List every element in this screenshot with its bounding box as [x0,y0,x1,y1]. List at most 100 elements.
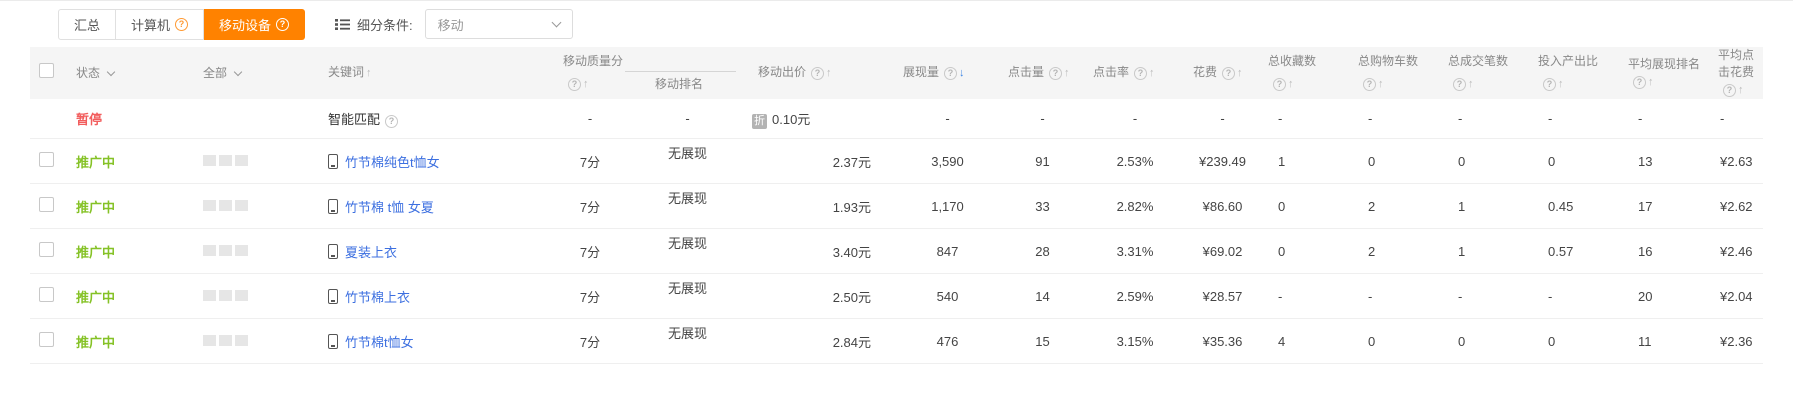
cell-clicks: 14 [1000,289,1085,304]
header-avg-cpc-label: 平均点击花费 [1718,48,1755,79]
device-tab[interactable]: 移动设备? [204,8,306,40]
help-icon[interactable]: ? [1633,75,1646,89]
cell-quality: 7分 [555,152,625,171]
cell-cost-value: ¥35.36 [1202,333,1243,349]
header-favorites[interactable]: 总收藏数 ? ↑ [1260,53,1350,93]
cell-carts-value: - [1368,288,1373,304]
row-checkbox[interactable] [39,332,54,347]
select-all-checkbox[interactable] [39,63,54,78]
help-icon[interactable]: ? [175,17,189,31]
header-bid-label: 移动出价 [758,65,807,79]
header-clicks[interactable]: 点击量? ↑ [1000,64,1085,82]
chevron-down-icon[interactable] [233,67,243,76]
keyword-link[interactable]: 夏装上衣 [345,244,398,260]
cell-clicks-value: 15 [1035,333,1050,349]
help-icon[interactable]: ? [1363,78,1376,91]
header-impressions[interactable]: 展现量? ↓ [895,64,1000,82]
cell-ctr-value: 2.53% [1116,153,1154,169]
segment-select[interactable]: 移动 [424,9,573,39]
help-icon[interactable]: ? [811,67,825,80]
keyword-link[interactable]: 竹节棉 t恤 女夏 [345,199,434,215]
header-carts[interactable]: 总购物车数 ? ↑ [1350,53,1440,93]
help-icon[interactable]: ? [568,78,581,91]
sort-asc-icon: ↑ [1064,67,1070,79]
row-checkbox[interactable] [39,197,54,212]
cell-avg-rank: 20 [1620,289,1710,304]
keyword-cell: 夏装上衣 [320,242,555,261]
help-icon[interactable]: ? [385,115,399,128]
device-tab[interactable]: 汇总 [58,8,117,40]
cell-avg-rank: 17 [1620,199,1710,214]
mobile-phone-icon [328,333,338,349]
device-tab[interactable]: 计算机? [116,8,205,40]
keyword-link[interactable]: 竹节棉上衣 [345,289,411,305]
chevron-down-icon[interactable] [106,67,116,76]
quality-bar [203,244,216,256]
device-tabs: 汇总 计算机? 移动设备? [58,8,306,40]
header-bid[interactable]: 移动出价? ↑ [750,64,895,82]
cell-favorites: - [1260,289,1350,304]
cell-ctr: 2.59% [1085,289,1185,304]
table-row: 推广中 竹节棉 t恤 女夏 7分 无展现 1.93元 1,170 33 2.82% ¥86.60… [30,184,1763,229]
cell-cost-value: - [1220,111,1225,126]
all-cell [195,289,320,304]
cell-carts: 2 [1350,244,1440,259]
sort-asc-icon: ↑ [1378,78,1384,90]
header-quality[interactable]: 移动质量分 ? ↑ [555,53,625,93]
row-checkbox[interactable] [39,242,54,257]
cell-impressions-value: 540 [936,288,959,304]
cell-ctr-value: 3.31% [1116,243,1154,259]
sort-asc-icon: ↑ [366,67,372,79]
quality-bars [203,289,251,301]
header-ctr[interactable]: 点击率? ↑ [1085,64,1185,82]
help-icon[interactable]: ? [944,67,958,80]
cell-orders-value: 1 [1458,243,1466,259]
help-icon[interactable]: ? [1134,67,1148,80]
cell-bid-value: 3.40元 [832,244,871,260]
cell-clicks-value: 28 [1035,243,1050,259]
cell-clicks: 15 [1000,334,1085,349]
quality-bar [219,244,232,256]
cell-ctr-value: 2.82% [1116,198,1154,214]
cell-impressions-value: 847 [936,243,959,259]
keyword-link[interactable]: 竹节棉纯色t恤女 [345,154,440,170]
row-checkbox[interactable] [39,287,54,302]
help-icon[interactable]: ? [1049,67,1063,80]
header-avg-rank[interactable]: 平均展现排名? ↑ [1620,56,1710,91]
cell-rank-value: 无展现 [667,235,707,251]
cell-carts: 0 [1350,334,1440,349]
help-icon[interactable]: ? [1723,84,1736,97]
header-impressions-label: 展现量 [903,65,940,79]
cell-avg-cpc-value: ¥2.46 [1720,243,1753,259]
cell-clicks: 91 [1000,154,1085,169]
cell-bid-value: 2.50元 [832,289,871,305]
sort-asc-icon: ↑ [1468,78,1474,90]
help-icon[interactable]: ? [276,17,290,31]
quality-bar [219,334,232,346]
status-cell: 推广中 [68,242,195,261]
header-avg-cpc[interactable]: 平均点击花费? ↑ [1710,47,1763,99]
cell-rank: 无展现 [625,326,750,351]
header-status-label: 状态 [76,65,101,80]
cell-orders-value: - [1458,288,1463,304]
help-icon[interactable]: ? [1273,78,1286,91]
header-favorites-label: 总收藏数 [1268,54,1317,68]
help-icon[interactable]: ? [1222,67,1236,80]
cell-bid-value: 2.84元 [832,334,871,350]
help-icon[interactable]: ? [1543,78,1556,91]
quality-bar [235,289,248,301]
cell-orders: 0 [1440,334,1530,349]
cell-quality: 7分 [555,197,625,216]
header-orders[interactable]: 总成交笔数 ? ↑ [1440,53,1530,93]
sort-asc-icon: ↑ [826,67,832,79]
header-keyword[interactable]: 关键词 ↑ [320,64,555,82]
row-checkbox[interactable] [39,152,54,167]
header-cost[interactable]: 花费? ↑ [1185,64,1260,82]
help-icon[interactable]: ? [1453,78,1466,91]
header-divider-line [625,71,736,72]
header-roi[interactable]: 投入产出比 ? ↑ [1530,53,1620,93]
table-row: 推广中 竹节棉t恤女 7分 无展现 2.84元 476 15 3.15% ¥35.36 4 0 0 0 1… [30,319,1763,364]
keyword-link[interactable]: 竹节棉t恤女 [345,334,414,350]
cell-orders: 1 [1440,199,1530,214]
cell-impressions-value: 3,590 [931,153,964,169]
